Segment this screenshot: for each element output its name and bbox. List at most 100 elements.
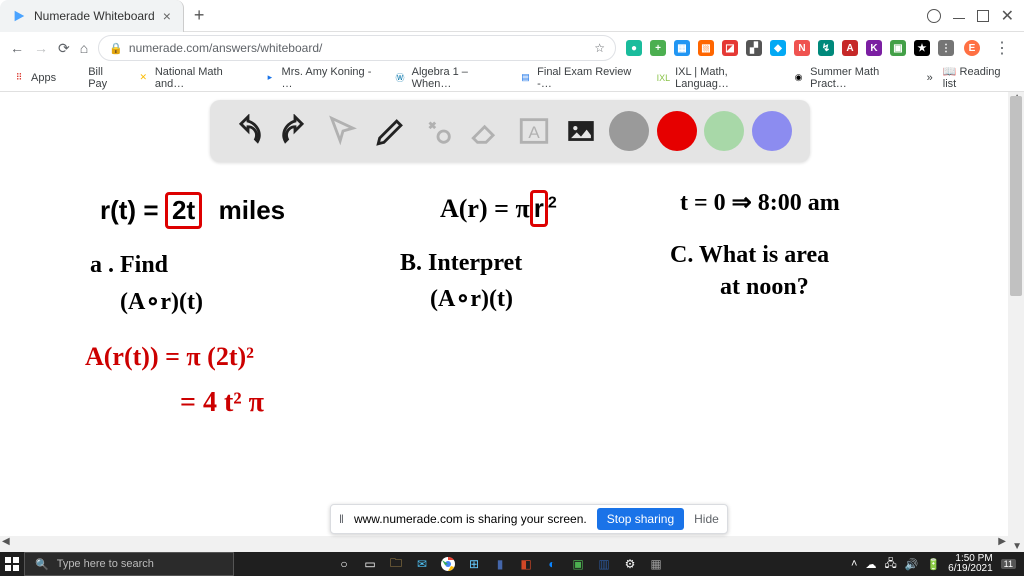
color-gray[interactable]	[609, 111, 649, 151]
extension-icon[interactable]: ◆	[770, 40, 786, 56]
bookmark-item[interactable]: ▸Mrs. Amy Koning - …	[263, 66, 379, 90]
page-content: A r(t) = 2t miles A(r) = πr2 t = 0 ⇒ 8:0…	[0, 92, 1024, 552]
extension-icon[interactable]: ◪	[722, 40, 738, 56]
extension-icon[interactable]: ▦	[674, 40, 690, 56]
undo-icon[interactable]	[228, 111, 268, 151]
scroll-thumb[interactable]	[1010, 96, 1022, 296]
start-button[interactable]	[0, 552, 24, 576]
app1-icon[interactable]: ▮	[490, 554, 510, 574]
bookmark-favicon: ▸	[263, 71, 276, 85]
word-icon[interactable]: ▥	[594, 554, 614, 574]
hide-share-button[interactable]: Hide	[694, 512, 719, 526]
onedrive-icon[interactable]: ☁	[865, 558, 876, 571]
account-dot-icon[interactable]	[927, 9, 941, 23]
bookmark-item[interactable]: ⓌAlgebra 1 – When…	[393, 66, 505, 90]
system-tray: ˄ ☁ 🖧 🔊 🔋 1:50 PM 6/19/2021 11	[851, 554, 1024, 574]
powerpoint-icon[interactable]: ◧	[516, 554, 536, 574]
extension-icon[interactable]: K	[866, 40, 882, 56]
settings-icon[interactable]: ⚙	[620, 554, 640, 574]
explorer-icon[interactable]: 🗀	[386, 554, 406, 574]
tools-icon[interactable]	[418, 111, 458, 151]
scroll-left-icon[interactable]: ◀	[2, 536, 10, 547]
scroll-down-icon[interactable]: ▼	[1012, 541, 1022, 552]
battery-icon[interactable]: 🔋	[926, 558, 940, 571]
equation-ar: A(r) = πr2	[440, 190, 557, 227]
home-icon[interactable]: ⌂	[80, 40, 88, 56]
extension-icon[interactable]: ▞	[746, 40, 762, 56]
window-close-icon[interactable]: ✕	[1001, 6, 1014, 26]
browser-tab[interactable]: Numerade Whiteboard ×	[0, 0, 184, 32]
screen-share-bar: ‖ www.numerade.com is sharing your scree…	[330, 504, 728, 534]
text-icon[interactable]: A	[514, 111, 554, 151]
bookmark-label: IXL | Math, Languag…	[675, 66, 778, 90]
scroll-right-icon[interactable]: ▶	[998, 536, 1006, 547]
pointer-icon[interactable]	[323, 111, 363, 151]
chrome-menu-icon[interactable]: ⋮	[990, 38, 1014, 58]
color-red[interactable]	[657, 111, 697, 151]
horizontal-scrollbar[interactable]: ◀ ▶	[0, 536, 1008, 552]
window-controls: ✕	[927, 6, 1024, 26]
equation-rt: r(t) = 2t miles	[100, 192, 285, 229]
bookmarks-overflow-icon[interactable]: »	[927, 72, 933, 84]
window-minimize-icon[interactable]	[953, 18, 965, 20]
chrome-icon[interactable]	[438, 554, 458, 574]
taskbar-search[interactable]: 🔍 Type here to search	[24, 552, 234, 576]
bookmark-item[interactable]: Bill Pay	[70, 66, 123, 90]
windows-taskbar: 🔍 Type here to search ○ ▭ 🗀 ✉ ⊞ ▮ ◧ ◐ ▣ …	[0, 552, 1024, 576]
tab-close-icon[interactable]: ×	[163, 8, 171, 24]
question-a-title: a . Find	[90, 252, 168, 279]
vertical-scrollbar[interactable]: ▲ ▼	[1008, 92, 1024, 552]
bookmark-item[interactable]: ✕National Math and…	[137, 66, 250, 90]
extension-icon[interactable]: N	[794, 40, 810, 56]
mail-icon[interactable]: ✉	[412, 554, 432, 574]
new-tab-button[interactable]: +	[184, 5, 215, 26]
url-input[interactable]: 🔒 numerade.com/answers/whiteboard/ ☆	[98, 35, 616, 61]
bookmark-item[interactable]: ▤Final Exam Review -…	[519, 66, 643, 90]
color-blue[interactable]	[752, 111, 792, 151]
network-icon[interactable]: 🖧	[884, 555, 896, 574]
bookmark-label: Bill Pay	[88, 66, 122, 90]
extension-icon[interactable]: ★	[914, 40, 930, 56]
whiteboard-toolbar: A	[210, 100, 810, 162]
bookmark-favicon: IXL	[657, 71, 671, 85]
taskbar-apps: ○ ▭ 🗀 ✉ ⊞ ▮ ◧ ◐ ▣ ▥ ⚙ ▦	[334, 554, 666, 574]
cortana-icon[interactable]: ○	[334, 554, 354, 574]
extension-icon[interactable]: ⋮	[938, 40, 954, 56]
forward-icon[interactable]: →	[34, 40, 48, 56]
extension-icon[interactable]: A	[842, 40, 858, 56]
notifications-icon[interactable]: 11	[1001, 559, 1016, 569]
tab-favicon	[12, 9, 26, 23]
bookmark-item[interactable]: ◉Summer Math Pract…	[792, 66, 913, 90]
bookmark-favicon: ⠿	[12, 71, 26, 85]
back-icon[interactable]: ←	[10, 40, 24, 56]
lock-icon: 🔒	[109, 42, 123, 55]
pen-icon[interactable]	[371, 111, 411, 151]
reading-list-button[interactable]: 📖 Reading list	[943, 65, 1012, 90]
extension-icon[interactable]: ▧	[698, 40, 714, 56]
taskview-icon[interactable]: ▭	[360, 554, 380, 574]
bookmark-item[interactable]: ⠿Apps	[12, 71, 56, 85]
share-message: www.numerade.com is sharing your screen.	[354, 512, 587, 526]
store-icon[interactable]: ⊞	[464, 554, 484, 574]
bookmark-star-icon[interactable]: ☆	[594, 41, 605, 55]
volume-icon[interactable]: 🔊	[905, 558, 919, 571]
extension-icon[interactable]: ▣	[890, 40, 906, 56]
question-b-body: (A∘r)(t)	[430, 284, 513, 313]
image-icon[interactable]	[561, 111, 601, 151]
app4-icon[interactable]: ▦	[646, 554, 666, 574]
clock[interactable]: 1:50 PM 6/19/2021	[948, 554, 993, 574]
app3-icon[interactable]: ▣	[568, 554, 588, 574]
tray-up-icon[interactable]: ˄	[851, 558, 857, 570]
extension-icon[interactable]: +	[650, 40, 666, 56]
extension-icon[interactable]: ●	[626, 40, 642, 56]
eraser-icon[interactable]	[466, 111, 506, 151]
stop-sharing-button[interactable]: Stop sharing	[597, 508, 684, 530]
avatar-icon[interactable]: E	[964, 40, 980, 56]
edge-icon[interactable]: ◐	[542, 554, 562, 574]
redo-icon[interactable]	[275, 111, 315, 151]
extension-icon[interactable]: ↯	[818, 40, 834, 56]
window-maximize-icon[interactable]	[977, 10, 989, 22]
bookmark-item[interactable]: IXL IXL | Math, Languag…	[657, 66, 778, 90]
reload-icon[interactable]: ⟳	[58, 40, 70, 57]
color-green[interactable]	[704, 111, 744, 151]
